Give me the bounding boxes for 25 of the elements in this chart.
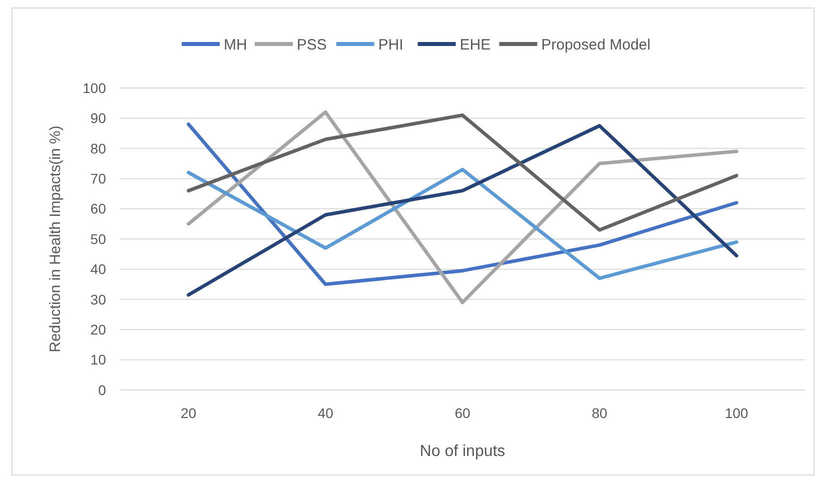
y-tick-label: 30 — [90, 291, 106, 308]
x-tick-label: 60 — [454, 405, 470, 421]
legend-label: MH — [224, 36, 248, 54]
legend-label: PSS — [296, 36, 327, 54]
y-tick-label: 70 — [90, 170, 106, 186]
y-tick-label: 100 — [82, 80, 106, 96]
y-tick-label: 20 — [90, 322, 106, 338]
legend-label: PHI — [378, 36, 404, 54]
legend-label: EHE — [460, 36, 491, 54]
x-axis-title: No of inputs — [420, 443, 506, 460]
line-series — [186, 168, 738, 280]
y-tick-label: 60 — [90, 200, 106, 217]
legend-label: Proposed Model — [541, 36, 650, 54]
x-tick-label: 20 — [180, 405, 196, 421]
y-tick-label: 10 — [90, 352, 106, 368]
y-tick-label: 40 — [90, 261, 106, 278]
y-tick-label: 80 — [90, 140, 106, 156]
line-series — [186, 113, 738, 232]
x-tick-label: 100 — [724, 405, 748, 421]
x-tick-label: 80 — [592, 405, 608, 421]
y-tick-label: 50 — [90, 230, 106, 247]
x-tick-label: 40 — [318, 405, 334, 421]
y-tick-label: 0 — [98, 382, 106, 398]
y-axis-title: Reduction in Health Impacts(in %) — [47, 126, 64, 352]
y-tick-label: 90 — [90, 110, 106, 126]
